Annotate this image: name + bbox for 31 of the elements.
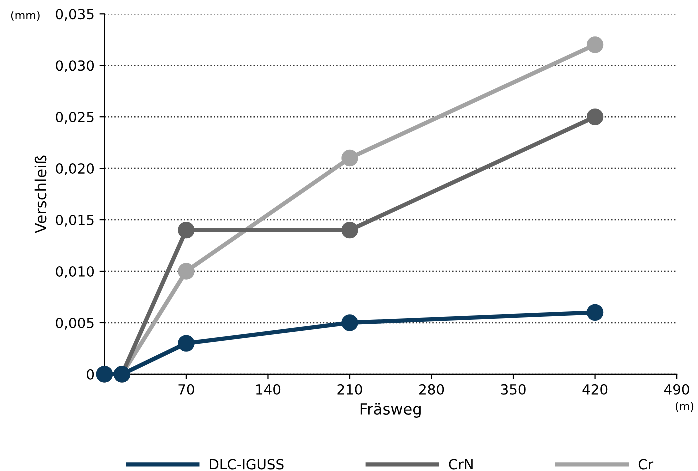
y-tick-label: 0 (87, 369, 94, 380)
legend-label: Cr (638, 459, 654, 470)
x-tick-label: 350 (501, 384, 526, 395)
y-tick-label: 0,015 (56, 214, 94, 227)
x-tick-label: 490 (664, 384, 690, 395)
point (342, 222, 358, 239)
point (342, 150, 358, 167)
x-tick-label: 140 (256, 384, 281, 395)
point (342, 314, 358, 332)
point (586, 108, 604, 126)
point (178, 222, 195, 239)
legend-label: CrN (449, 459, 473, 470)
y-tick-label: 0,035 (56, 9, 94, 22)
point (178, 335, 195, 352)
y-tick-label: 0,005 (56, 318, 94, 330)
x-tick-label: 420 (582, 384, 608, 395)
x-tick-label: 210 (338, 384, 362, 395)
text: (mm) (11, 11, 40, 22)
y-tick-label: 0,010 (56, 266, 94, 278)
y-axis-title: Verschleiß (34, 156, 47, 234)
x-tick-label: 280 (420, 384, 444, 395)
point (586, 304, 604, 322)
x-tick-label: 70 (178, 384, 194, 395)
point (586, 36, 604, 54)
x-axis-title: Fräsweg (360, 403, 421, 418)
y-tick-label: 0,025 (56, 112, 94, 124)
text: (m) (676, 402, 694, 412)
legend-label: DLC-IGUSS (210, 459, 284, 470)
point (178, 263, 195, 280)
y-tick-label: 0,020 (56, 164, 94, 176)
y-tick-label: 0,030 (56, 60, 94, 72)
